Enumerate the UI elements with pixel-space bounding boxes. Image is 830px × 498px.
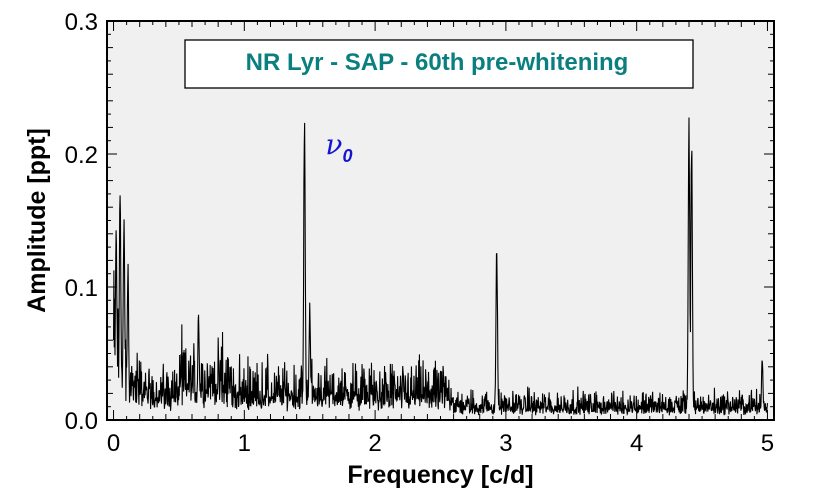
title-box <box>184 39 694 89</box>
x-tick-label: 0 <box>107 430 120 457</box>
y-tick-label: 0.3 <box>65 9 98 36</box>
y-tick-label: 0.1 <box>65 275 98 302</box>
nu-symbol: ν <box>325 128 342 161</box>
tick-labels: 0 1 2 3 4 5 0.0 0.1 0.2 0.3 <box>65 9 775 457</box>
x-tick-label: 2 <box>368 430 381 457</box>
x-tick-label: 3 <box>499 430 512 457</box>
amplitude-spectrum-line <box>112 117 769 417</box>
y-tick-label: 0.2 <box>65 142 98 169</box>
x-tick-label: 1 <box>238 430 251 457</box>
plot-frame <box>106 20 775 421</box>
chart-title: NR Lyr - SAP - 60th pre-whitening <box>246 49 629 76</box>
y-axis-label: Amplitude [ppt] <box>23 128 51 313</box>
x-axis-label: Frequency [c/d] <box>347 461 533 489</box>
nu-subscript: 0 <box>342 146 352 166</box>
x-tick-label: 4 <box>630 430 643 457</box>
nu0-annotation: ν0 <box>325 128 352 166</box>
x-tick-label: 5 <box>761 430 774 457</box>
y-tick-label: 0.0 <box>65 408 98 435</box>
